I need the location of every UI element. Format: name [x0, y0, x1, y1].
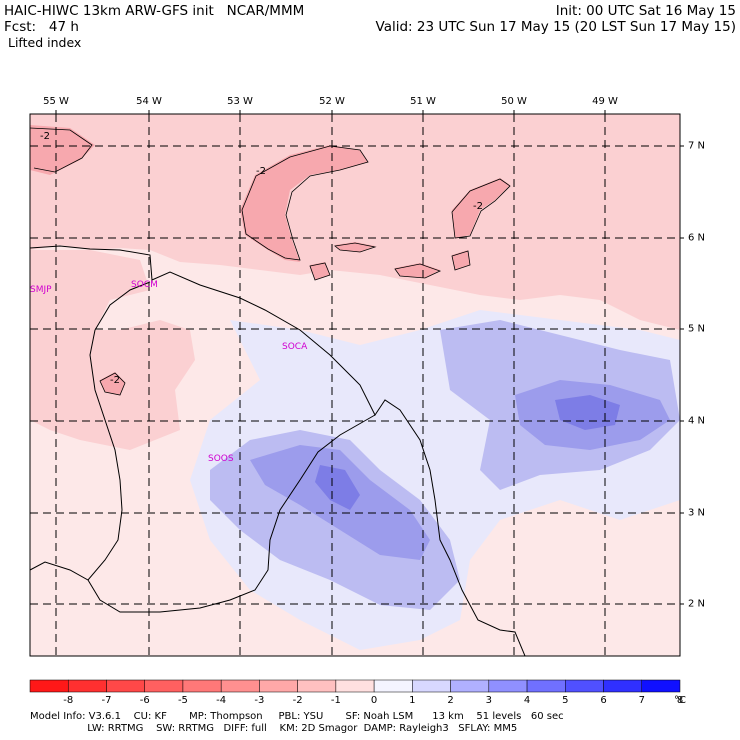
- station-label-soca: SOCA: [282, 342, 308, 352]
- contour-neg2-blob3: [334, 242, 377, 253]
- lon-label-53w: 53 W: [227, 96, 253, 107]
- fill-neg2-northeast: [452, 178, 510, 238]
- colorbar-tick-label: -6: [139, 695, 150, 706]
- colorbar: [29, 679, 681, 693]
- lat-label-7n: 7 N: [688, 140, 706, 152]
- fill-neg2-north-arc: [240, 145, 368, 262]
- station-label-smjp: SMJP: [30, 285, 52, 295]
- border-guyana-suriname: [30, 281, 151, 581]
- contour-neg2-blob2: [309, 262, 331, 281]
- colorbar-tick-label: -2: [292, 695, 303, 706]
- colorbar-swatch: [67, 679, 107, 693]
- lat-label-2n: 2 N: [688, 598, 706, 610]
- model-info-line1: Model Info: V3.6.1 CU: KF MP: Thompson P…: [30, 711, 564, 722]
- lat-label-6n: 6 N: [688, 232, 706, 244]
- colorbar-tick-label: 7: [638, 695, 645, 706]
- colorbar-swatch: [565, 679, 604, 693]
- lon-label-50w: 50 W: [501, 96, 527, 107]
- lat-label-3n: 3 N: [688, 507, 706, 519]
- fill-neg2-northwest: [30, 125, 95, 175]
- lat-label-4n: 4 N: [688, 415, 706, 427]
- fill-neg2-blob2: [310, 262, 330, 280]
- colorbar-swatch: [182, 679, 222, 693]
- contour-neg2-north-arc: [241, 145, 369, 261]
- contour-neg2-west: [99, 372, 126, 396]
- colorbar-swatch: [641, 679, 681, 693]
- fill-neg1-north: [30, 114, 680, 330]
- lon-label-55w: 55 W: [43, 96, 69, 107]
- lat-label-5n: 5 N: [688, 323, 706, 335]
- colorbar-tick-label: -1: [330, 695, 341, 706]
- lon-label-51w: 51 W: [410, 96, 436, 107]
- colorbar-swatch: [29, 679, 69, 693]
- model-info-line2: LW: RRTMG SW: RRTMG DIFF: full KM: 2D Sm…: [30, 723, 518, 734]
- colorbar-tick-label: -8: [63, 695, 74, 706]
- coastline-layer: [30, 245, 526, 656]
- colorbar-tick-label: 3: [485, 695, 492, 706]
- colorbar-swatch: [373, 679, 413, 693]
- colorbar-tick-label: 1: [409, 695, 416, 706]
- colorbar-swatch: [220, 679, 260, 693]
- colorbar-tick-label: 5: [562, 695, 569, 706]
- colorbar-swatch: [106, 679, 145, 693]
- colorbar-swatch: [335, 679, 375, 693]
- colorbar-swatch: [412, 679, 451, 693]
- contour-neg2-northwest: [30, 127, 93, 173]
- colorbar-tick-label: 8: [676, 695, 684, 706]
- border-suriname-french-guiana: [87, 414, 376, 613]
- station-label-socm: SOCM: [131, 280, 158, 290]
- init-time: Init: 00 UTC Sat 16 May 15: [555, 3, 736, 19]
- station-label-soos: SOOS: [208, 454, 234, 464]
- colorbar-tick-label: 0: [370, 695, 378, 706]
- contour-label: -2: [473, 201, 483, 212]
- colorbar-swatch: [526, 679, 566, 693]
- contour-label: -2: [40, 131, 50, 142]
- colorbar-tick-label: 6: [600, 695, 607, 706]
- lon-label-52w: 52 W: [319, 96, 345, 107]
- colorbar-swatch: [297, 679, 337, 693]
- coastline: [30, 245, 526, 656]
- contour-neg2-blob4: [451, 250, 471, 271]
- map-fill-layer: [30, 114, 680, 656]
- field-name: Lifted index: [8, 35, 82, 50]
- valid-time: Valid: 23 UTC Sun 17 May 15 (20 LST Sun …: [375, 19, 736, 35]
- lon-label-54w: 54 W: [136, 96, 162, 107]
- contour-neg2-northeast: [451, 178, 511, 239]
- colorbar-swatch: [144, 679, 184, 693]
- contour-label: -2: [110, 375, 120, 386]
- contour-label: -2: [256, 166, 266, 177]
- latlon-grid: [30, 114, 680, 656]
- colorbar-swatch: [259, 679, 298, 693]
- colorbar-tick-label: -5: [177, 695, 188, 706]
- title-model: HAIC-HIWC 13km ARW-GFS init NCAR/MMM: [4, 3, 305, 19]
- colorbar-swatch: [488, 679, 528, 693]
- map-frame: [29, 113, 681, 657]
- contour-layer: [30, 127, 511, 396]
- colorbar-swatch: [603, 679, 643, 693]
- colorbar-unit: °C: [674, 695, 686, 706]
- colorbar-tick-label: 4: [523, 695, 531, 706]
- colorbar-tick-label: -7: [101, 695, 112, 706]
- frame-ticks: [55, 110, 684, 605]
- lon-label-49w: 49 W: [592, 96, 618, 107]
- colorbar-tick-label: -4: [216, 695, 227, 706]
- forecast-hour: Fcst: 47 h: [4, 19, 79, 35]
- fill-pos4-southwest: [315, 465, 360, 510]
- fill-neg1-west: [30, 250, 195, 450]
- colorbar-tick-label: 2: [447, 695, 454, 706]
- contour-neg2-blob1: [394, 263, 442, 279]
- colorbar-swatch: [450, 679, 490, 693]
- colorbar-tick-label: -3: [254, 695, 265, 706]
